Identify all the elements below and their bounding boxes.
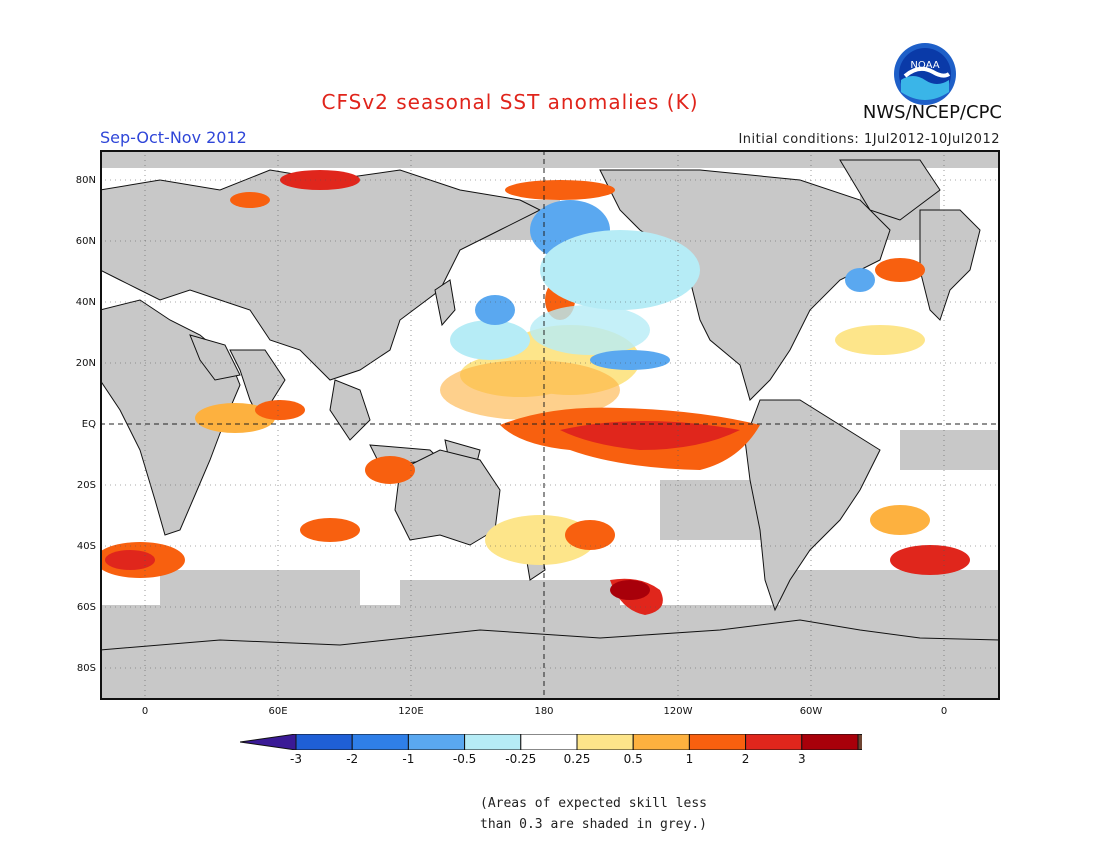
colorbar-segment <box>464 734 522 750</box>
cool-anomalies <box>450 200 875 370</box>
colorbar-tick-label: 2 <box>741 752 750 766</box>
colorbar-tick-label: -3 <box>290 752 302 766</box>
colorbar-segment <box>576 734 634 750</box>
colorbar-segment <box>295 734 353 750</box>
season-label: Sep-Oct-Nov 2012 <box>100 128 247 147</box>
lat-label: EQ <box>81 419 96 430</box>
colorbar-tick-label: 0.5 <box>623 752 643 766</box>
lat-label: 20S <box>76 480 96 491</box>
lon-label: 0 <box>940 706 948 717</box>
lon-label: 60E <box>268 706 288 717</box>
noaa-logo-icon: NOAA <box>894 43 956 105</box>
lat-label: 40N <box>75 297 96 308</box>
sst-anomaly-map <box>100 150 1000 700</box>
lon-label: 0 <box>141 706 149 717</box>
colorbar-segment <box>632 734 690 750</box>
svg-text:NOAA: NOAA <box>910 60 939 71</box>
lat-label: 40S <box>76 541 96 552</box>
colorbar-tick-label: -2 <box>346 752 359 766</box>
lat-label: 80S <box>76 663 96 674</box>
organization-label: NWS/NCEP/CPC <box>862 102 1002 123</box>
colorbar-max-triangle <box>857 734 862 750</box>
colorbar-tick-label: -0.5 <box>452 752 477 766</box>
colorbar-tick-label: -1 <box>402 752 415 766</box>
colorbar <box>240 734 862 750</box>
colorbar-segment <box>801 734 859 750</box>
colorbar-segment <box>407 734 466 750</box>
colorbar-segment <box>520 734 578 750</box>
lat-label: 60N <box>75 236 96 247</box>
skill-note: (Areas of expected skill less than 0.3 a… <box>480 793 707 835</box>
lat-label: 80N <box>75 175 96 186</box>
colorbar-tick-label: 1 <box>685 752 694 766</box>
initial-conditions: Initial conditions: 1Jul2012-10Jul2012 <box>738 132 1000 147</box>
colorbar-min-triangle <box>240 734 297 750</box>
colorbar-segment <box>351 734 409 750</box>
colorbar-segment <box>745 734 803 750</box>
lon-label: 120E <box>398 706 424 717</box>
colorbar-tick-label: -0.25 <box>505 752 537 766</box>
colorbar-tick-label: 3 <box>797 752 806 766</box>
map-title: CFSv2 seasonal SST anomalies (K) <box>321 90 699 114</box>
colorbar-tick-label: 0.25 <box>563 752 591 766</box>
graticule <box>100 150 1000 700</box>
land-masses <box>100 159 1000 700</box>
skill-note-line2: than 0.3 are shaded in grey.) <box>480 817 707 832</box>
skill-note-line1: (Areas of expected skill less <box>480 796 707 811</box>
equator-and-dateline <box>100 150 1000 700</box>
lon-label: 180 <box>534 706 554 717</box>
lon-label: 120W <box>663 706 693 717</box>
lon-label: 60W <box>799 706 823 717</box>
lat-label: 60S <box>76 602 96 613</box>
warm-anomalies <box>100 170 970 615</box>
lat-label: 20N <box>75 358 96 369</box>
map-frame <box>100 150 1000 700</box>
colorbar-segment <box>688 734 747 750</box>
